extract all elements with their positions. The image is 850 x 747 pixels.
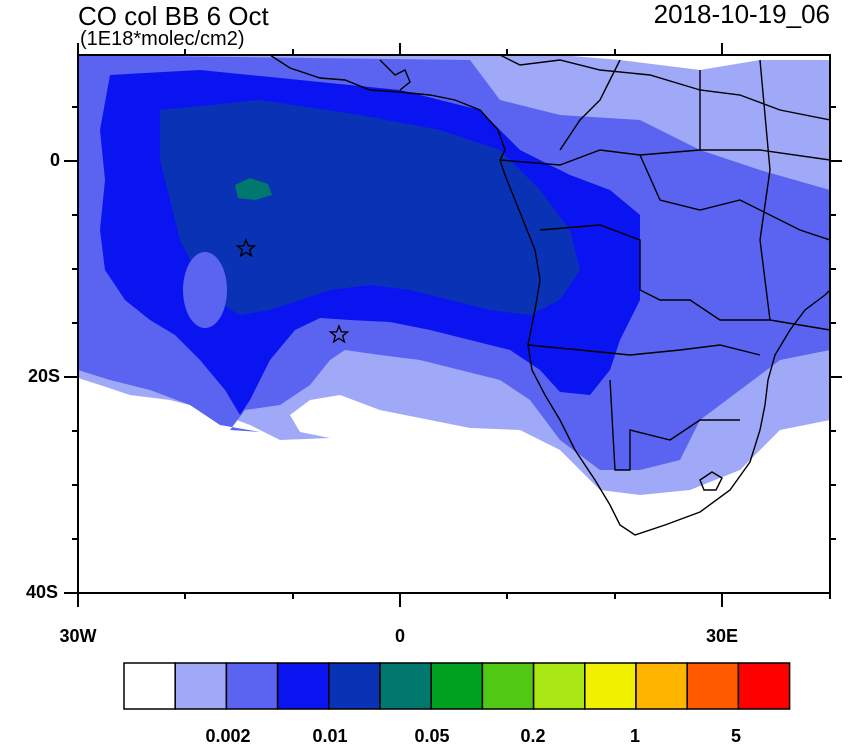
colorbar-label-4: 0.2 (520, 726, 546, 746)
borders-3 (527, 344, 761, 356)
marker-star-1 (235, 238, 257, 258)
lat-label-0: 0 (49, 150, 60, 170)
lesotho (699, 471, 723, 491)
borders-6 (639, 154, 830, 241)
map-title: CO col BB 6 Oct (78, 1, 269, 31)
colorbar-swatch (686, 662, 740, 710)
co-contour-dark (160, 100, 580, 315)
colorbar-swatch (532, 662, 586, 710)
marker-star-2 (328, 324, 350, 344)
co-contour-hole (183, 252, 227, 328)
lon-label-30w: 30W (59, 626, 97, 646)
colorbar-swatch (379, 662, 432, 710)
colorbar-label-3: 0.05 (414, 726, 450, 746)
colorbar-swatch (635, 662, 688, 710)
colorbar-label-5: 1 (629, 726, 640, 746)
coastlines (269, 55, 830, 536)
colorbar-label-6: 5 (730, 726, 741, 746)
colorbar (123, 662, 791, 710)
co-contour-teal (235, 178, 272, 200)
gulf-islands (379, 59, 411, 91)
colorbar-label-2: 0.01 (312, 726, 348, 746)
lon-label-30e: 30E (705, 626, 739, 646)
colorbar-swatch (174, 662, 228, 710)
colorbar-swatch (276, 662, 330, 710)
colorbar-swatch (584, 662, 637, 710)
colorbar-swatch (328, 662, 381, 710)
africa-coast (269, 55, 830, 536)
colorbar-swatch (481, 662, 535, 710)
lon-label-0: 0 (394, 626, 405, 646)
map-datetime: 2018-10-19_06 (653, 0, 830, 29)
axis-ticks (64, 43, 842, 607)
lat-label-20s: 20S (27, 366, 60, 386)
colorbar-swatch (225, 662, 279, 710)
borders-4 (609, 379, 740, 471)
colorbar-swatch (123, 662, 176, 710)
colorbar-swatch (737, 662, 791, 710)
borders-5 (559, 59, 771, 321)
borders-2 (539, 224, 830, 331)
map-units: (1E18*molec/cm2) (80, 28, 245, 50)
colorbar-swatch (430, 662, 484, 710)
lat-label-40s: 40S (25, 582, 58, 602)
co-field (78, 55, 830, 495)
colorbar-label-1: 0.002 (205, 726, 251, 746)
north-coast (499, 55, 830, 121)
